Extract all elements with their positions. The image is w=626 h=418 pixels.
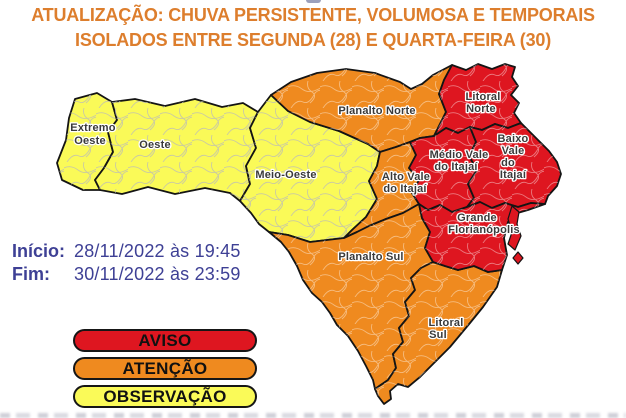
page-title-line2: ISOLADOS ENTRE SEGUNDA (28) E QUARTA-FEI… [75, 30, 551, 50]
region-label-litoral-sul: Litoral [428, 317, 463, 329]
region-label-baixo-vale: Baixo [498, 133, 529, 145]
region-label-medio-vale: Médio Vale [430, 149, 489, 161]
region-label-litoral-norte: Litoral [465, 91, 500, 103]
region-label-baixo-vale: Vale [502, 145, 525, 157]
period-start-label: Início: [12, 241, 65, 261]
legend-label-aviso: AVISO [138, 330, 192, 350]
cropped-text-artifact-top [306, 0, 321, 3]
period-start-value: 28/11/2022 às 19:45 [74, 241, 241, 261]
region-label-planalto-norte: Planalto Norte [338, 105, 415, 117]
legend-item-aviso: AVISO [73, 329, 257, 352]
small-island [512, 251, 524, 265]
period-end-value: 30/11/2022 às 23:59 [74, 264, 241, 284]
legend-item-atencao: ATENÇÃO [73, 357, 257, 380]
municipal-lines-overlay [95, 99, 258, 201]
period-end-label: Fim: [12, 264, 50, 284]
region-label-litoral-sul: Sul [429, 329, 447, 341]
region-label-meio-oeste: Meio-Oeste [255, 169, 316, 181]
page-title-line1: ATUALIZAÇÃO: CHUVA PERSISTENTE, VOLUMOSA… [31, 5, 595, 25]
region-label-baixo-vale: do [501, 157, 515, 169]
region-label-grande-florianopolis: Grande [457, 212, 497, 224]
region-label-grande-florianopolis: Florianópolis [448, 224, 520, 236]
region-label-extremo-oeste: Oeste [74, 135, 106, 147]
region-label-medio-vale: do Itajaí [434, 161, 478, 173]
region-label-litoral-norte: Norte [466, 103, 496, 115]
legend-label-atencao: ATENÇÃO [122, 358, 208, 378]
page-title: ATUALIZAÇÃO: CHUVA PERSISTENTE, VOLUMOSA… [0, 3, 626, 53]
alert-period: Início: 28/11/2022 às 19:45 Fim: 30/11/2… [12, 240, 241, 286]
region-label-extremo-oeste: Extremo [70, 122, 115, 134]
legend-label-observacao: OBSERVAÇÃO [103, 386, 227, 406]
alert-legend: AVISO ATENÇÃO OBSERVAÇÃO [73, 329, 257, 413]
legend-item-observacao: OBSERVAÇÃO [73, 385, 257, 408]
region-label-oeste: Oeste [139, 139, 171, 151]
region-label-alto-vale: do Itajaí [383, 183, 427, 195]
region-label-baixo-vale: Itajaí [500, 169, 527, 181]
cropped-text-artifact-bottom [0, 413, 626, 418]
florianopolis-island [507, 205, 522, 251]
region-label-planalto-sul: Planalto Sul [338, 251, 403, 263]
region-label-alto-vale: Alto Vale [382, 171, 430, 183]
